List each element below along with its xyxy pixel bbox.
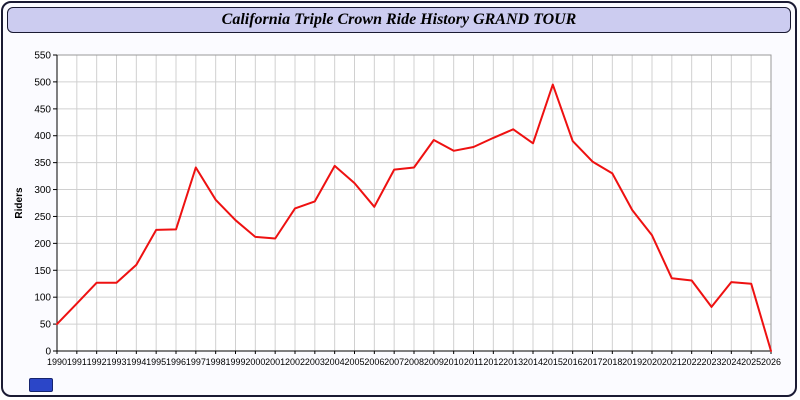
x-tick-label: 1996 — [166, 357, 186, 367]
y-tick-label: 450 — [34, 104, 51, 115]
y-tick-label: 350 — [34, 158, 51, 169]
x-tick-label: 2010 — [444, 357, 464, 367]
gridlines — [56, 54, 772, 352]
title-bar: California Triple Crown Ride History GRA… — [7, 7, 791, 33]
y-tick-label: 300 — [34, 185, 51, 196]
x-tick-label: 1994 — [126, 357, 146, 367]
x-tick-label: 2022 — [682, 357, 702, 367]
x-tick-label: 1993 — [106, 357, 126, 367]
chart-title: California Triple Crown Ride History GRA… — [221, 11, 577, 28]
y-tick-label: 200 — [34, 239, 51, 250]
bottom-scroll-thumb[interactable] — [29, 378, 53, 392]
chart-area: 0 50 100 150 200 250 300 350 400 450 500 550 1990 199… — [11, 47, 793, 377]
x-tick-label: 2009 — [424, 357, 444, 367]
x-tick-label: 2025 — [741, 357, 761, 367]
x-tick-label: 1995 — [146, 357, 166, 367]
x-tick-label: 2015 — [543, 357, 563, 367]
x-tick-label: 2006 — [364, 357, 384, 367]
x-tick-label: 2018 — [602, 357, 622, 367]
x-tick-labels: 1990 1991 1992 1993 1994 1995 1996 1997 1998 1999… — [47, 357, 781, 367]
x-tick-label: 2012 — [483, 357, 503, 367]
x-tick-label: 2008 — [404, 357, 424, 367]
x-tick-label: 2016 — [563, 357, 583, 367]
x-tick-label: 2024 — [721, 357, 741, 367]
x-tick-label: 2011 — [464, 357, 483, 367]
x-tick-label: 2005 — [344, 357, 364, 367]
x-tick-label: 2002 — [285, 357, 305, 367]
x-tick-label: 2000 — [245, 357, 265, 367]
x-tick-label: 2003 — [305, 357, 325, 367]
y-tick-label: 100 — [34, 293, 51, 304]
x-tick-label: 2021 — [662, 357, 682, 367]
riders-series-line — [56, 83, 772, 352]
y-tick-label: 550 — [34, 51, 51, 62]
y-tick-label: 50 — [40, 320, 52, 331]
x-tick-label: 1999 — [225, 357, 245, 367]
y-tick-label: 250 — [34, 212, 51, 223]
x-tick-label: 2023 — [701, 357, 721, 367]
x-tick-label: 2014 — [523, 357, 543, 367]
x-tick-label: 1997 — [186, 357, 206, 367]
x-tick-label: 1998 — [206, 357, 226, 367]
x-tick-label: 2026 — [761, 357, 781, 367]
axes — [53, 54, 772, 354]
y-axis-label: Riders — [14, 187, 25, 219]
x-tick-label: 1991 — [67, 357, 87, 367]
y-tick-label: 400 — [34, 131, 51, 142]
x-tick-label: 1992 — [87, 357, 107, 367]
y-tick-labels: 0 50 100 150 200 250 300 350 400 450 500 550 — [34, 51, 51, 358]
x-tick-label: 2001 — [265, 357, 285, 367]
x-tick-label: 2017 — [582, 357, 602, 367]
y-tick-label: 500 — [34, 77, 51, 88]
y-tick-label: 0 — [45, 347, 51, 358]
x-tick-label: 2004 — [325, 357, 345, 367]
x-tick-label: 2007 — [384, 357, 404, 367]
x-tick-label: 2019 — [622, 357, 642, 367]
x-tick-label: 1990 — [47, 357, 67, 367]
x-tick-label: 2013 — [503, 357, 523, 367]
y-tick-label: 150 — [34, 266, 51, 277]
x-tick-label: 2020 — [642, 357, 662, 367]
